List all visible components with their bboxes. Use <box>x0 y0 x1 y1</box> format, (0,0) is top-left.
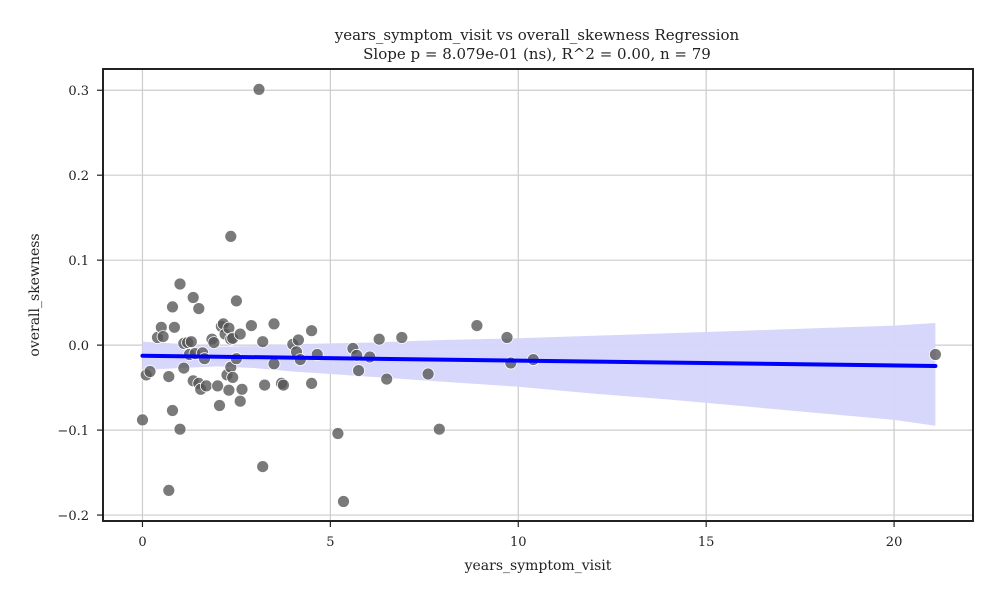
plot-frame <box>102 68 974 522</box>
data-point-42 <box>229 294 243 308</box>
data-point-29 <box>211 379 225 393</box>
y-axis-label: overall_skewness <box>27 233 43 356</box>
y-tick-label-5: 0.3 <box>68 84 89 99</box>
x-tick-label-3: 15 <box>698 535 715 550</box>
x-axis-label: years_symptom_visit <box>464 558 612 574</box>
x-tick-label-1: 5 <box>326 535 334 550</box>
data-point-53 <box>267 317 281 331</box>
y-tick-label-4: 0.2 <box>68 169 89 184</box>
data-point-10 <box>167 320 181 334</box>
regression-line <box>140 353 938 368</box>
data-point-61 <box>305 376 319 390</box>
data-point-64 <box>337 495 350 508</box>
data-point-44 <box>233 394 247 408</box>
x-tick-label-2: 10 <box>510 535 527 550</box>
data-point-73 <box>432 422 446 436</box>
data-point-78 <box>929 348 942 361</box>
data-point-67 <box>352 364 366 378</box>
data-point-60 <box>305 324 319 338</box>
data-point-46 <box>235 382 249 396</box>
data-point-12 <box>173 422 187 436</box>
data-point-14 <box>177 361 191 375</box>
y-tick-label-3: 0.1 <box>68 254 89 269</box>
data-point-72 <box>421 367 435 381</box>
data-point-50 <box>256 460 270 474</box>
confidence-band <box>142 323 936 426</box>
data-point-22 <box>192 302 206 316</box>
data-point-55 <box>276 378 290 392</box>
data-point-51 <box>258 378 272 392</box>
data-point-28 <box>207 336 221 350</box>
data-point-45 <box>233 327 247 341</box>
data-point-8 <box>166 300 179 314</box>
chart-subtitle: Slope p = 8.079e-01 (ns), R^2 = 0.00, n … <box>363 45 711 63</box>
data-point-49 <box>256 335 270 349</box>
data-point-63 <box>331 427 345 440</box>
data-point-11 <box>173 277 187 291</box>
data-point-6 <box>162 370 176 384</box>
x-tick-label-4: 20 <box>886 535 903 550</box>
regression-line-layer <box>140 353 938 368</box>
x-axis-ticks: 0 5 10 15 20 <box>138 521 902 550</box>
data-point-37 <box>224 229 238 243</box>
data-point-17 <box>184 335 198 349</box>
data-point-48 <box>252 83 266 96</box>
data-point-7 <box>162 483 176 497</box>
data-point-26 <box>199 379 213 393</box>
data-point-30 <box>213 399 226 412</box>
data-point-9 <box>166 404 179 417</box>
grid-lines <box>103 69 973 521</box>
data-point-52 <box>267 357 281 371</box>
data-point-74 <box>470 319 484 333</box>
y-axis-ticks: −0.2 −0.1 0.0 0.1 0.2 0.3 <box>57 84 103 524</box>
y-tick-label-1: −0.1 <box>57 424 89 439</box>
y-tick-label-0: −0.2 <box>57 509 89 524</box>
data-point-18 <box>186 291 200 304</box>
data-point-69 <box>372 332 386 346</box>
data-point-0 <box>136 413 149 427</box>
x-tick-label-0: 0 <box>138 535 146 550</box>
data-point-5 <box>156 330 170 344</box>
y-tick-label-2: 0.0 <box>68 339 89 354</box>
data-point-70 <box>380 372 394 386</box>
scatter-points <box>136 83 942 508</box>
data-point-47 <box>244 319 258 333</box>
data-point-71 <box>395 331 409 344</box>
data-point-35 <box>222 383 236 397</box>
data-point-58 <box>291 333 305 347</box>
data-point-75 <box>500 331 514 344</box>
confidence-band-layer <box>142 323 936 426</box>
data-point-2 <box>143 365 157 378</box>
chart-title: years_symptom_visit vs overall_skewness … <box>334 26 740 44</box>
data-point-41 <box>226 370 240 384</box>
